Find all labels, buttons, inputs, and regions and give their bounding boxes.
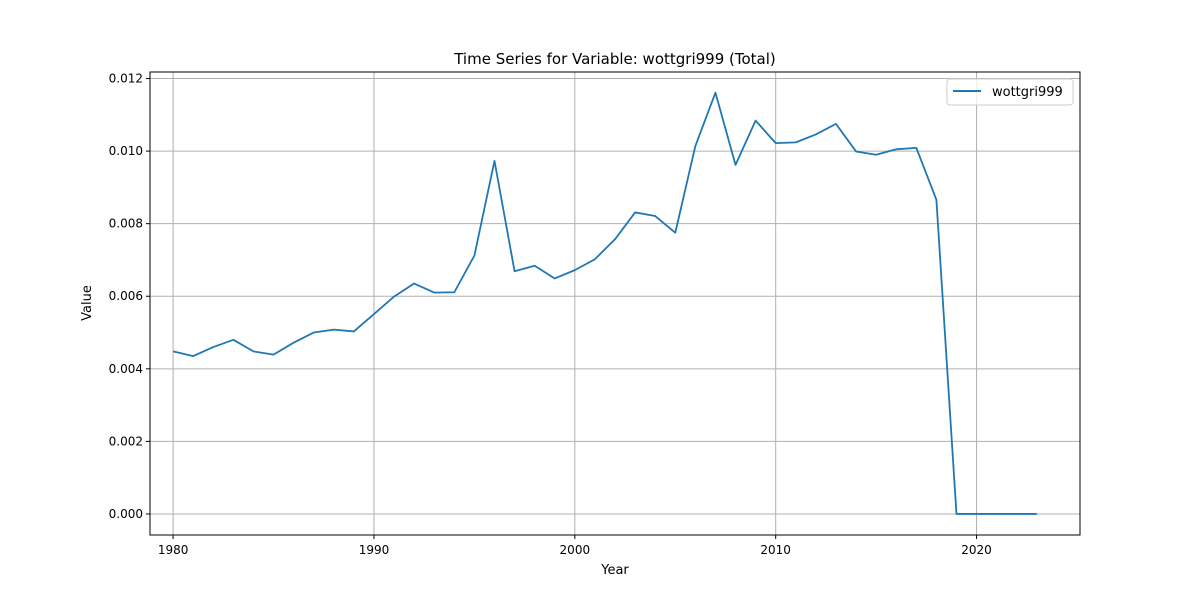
- y-tick-label: 0.002: [109, 434, 143, 448]
- legend: wottgri999: [946, 78, 1074, 106]
- axes-frame: [149, 71, 1081, 536]
- y-tick-label: 0.004: [109, 362, 143, 376]
- series-layer: [172, 91, 1037, 515]
- legend-label: wottgri999: [992, 85, 1063, 100]
- chart-title: Time Series for Variable: wottgri999 (To…: [453, 50, 776, 68]
- x-tick-label: 1980: [158, 543, 189, 557]
- y-tick-label: 0.012: [109, 72, 143, 86]
- x-tick-label: 2010: [760, 543, 791, 557]
- x-axis-label: Year: [600, 563, 629, 578]
- y-tick-label: 0.000: [109, 507, 143, 521]
- x-tick-label: 2020: [961, 543, 992, 557]
- legend-box: [946, 78, 1074, 106]
- x-tick-label: 1990: [359, 543, 390, 557]
- series-line: [172, 91, 1037, 515]
- y-axis-label: Value: [80, 285, 95, 321]
- y-tick-label: 0.010: [109, 144, 143, 158]
- x-axis-ticks: 1980 1990 2000 2010 2020: [158, 535, 992, 557]
- grid-lines: [150, 72, 1080, 535]
- y-tick-label: 0.008: [109, 217, 143, 231]
- x-tick-label: 2000: [560, 543, 591, 557]
- y-tick-label: 0.006: [109, 289, 143, 303]
- y-axis-ticks: 0.000 0.002 0.004 0.006 0.008 0.010 0.012: [109, 72, 150, 521]
